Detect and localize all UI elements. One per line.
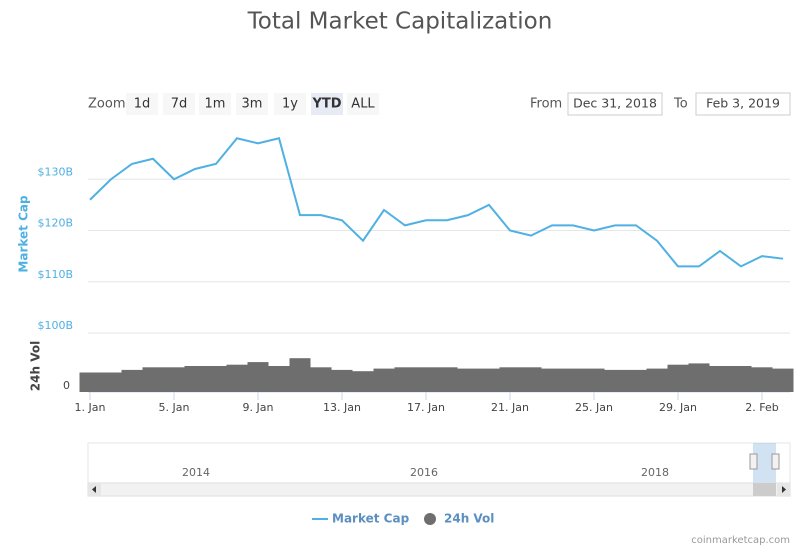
legend-label[interactable]: Market Cap — [332, 512, 410, 526]
range-button[interactable] — [347, 93, 379, 115]
to-input[interactable] — [695, 92, 791, 116]
to-value[interactable]: Feb 3, 2019 — [706, 96, 780, 111]
volume-bar — [520, 367, 542, 392]
range-button[interactable] — [163, 93, 195, 115]
legend-label[interactable]: 24h Vol — [444, 512, 494, 526]
volume-bar — [100, 372, 122, 392]
volume-bar — [604, 369, 626, 392]
volume-bar — [205, 366, 227, 392]
volume-bar — [352, 371, 374, 392]
volume-bar — [436, 367, 458, 392]
volume-bar — [184, 366, 206, 392]
x-tick-label: 25. Jan — [575, 401, 613, 414]
x-tick-label: 29. Jan — [659, 401, 697, 414]
volume-bar — [268, 366, 290, 392]
y-axis-title: Market Cap — [17, 195, 31, 273]
x-tick-label: 9. Jan — [243, 401, 274, 414]
volume-bar — [310, 367, 332, 392]
scroll-thumb[interactable] — [753, 483, 776, 496]
volume-bar — [499, 367, 521, 392]
volume-bar — [730, 366, 752, 392]
volume-bar — [163, 367, 185, 392]
y2-axis-title: 24h Vol — [29, 341, 43, 391]
x-tick-label: 1. Jan — [75, 401, 106, 414]
navigator-handle[interactable] — [771, 453, 780, 470]
volume-bar — [142, 367, 164, 392]
range-button[interactable] — [311, 93, 343, 115]
volume-bar — [562, 368, 584, 392]
from-input[interactable] — [567, 92, 663, 116]
x-tick-label: 5. Jan — [159, 401, 190, 414]
chart-title: Total Market Capitalization — [247, 9, 553, 35]
range-button-label[interactable]: 1d — [134, 97, 151, 112]
range-button-label[interactable]: 7d — [171, 97, 188, 112]
x-tick-label: 17. Jan — [407, 401, 445, 414]
range-button[interactable] — [199, 93, 231, 115]
market-cap-line — [89, 137, 784, 268]
volume-bar — [667, 364, 689, 392]
y-tick-label: $100B — [37, 319, 73, 332]
range-button-label[interactable]: ALL — [351, 97, 375, 112]
y-tick-label: $110B — [37, 268, 73, 281]
scroll-left-arrow — [92, 486, 96, 493]
legend-symbol[interactable] — [424, 513, 436, 525]
volume-bar — [751, 367, 773, 392]
navigator-mask[interactable] — [753, 443, 776, 483]
navigator-label: 2018 — [641, 466, 669, 479]
range-button[interactable] — [274, 93, 306, 115]
range-button-label[interactable]: 1y — [282, 97, 298, 112]
to-label: To — [673, 97, 688, 112]
volume-bar — [646, 368, 668, 392]
from-label: From — [530, 97, 562, 112]
x-tick-label: 2. Feb — [745, 401, 778, 414]
volume-bar — [415, 367, 437, 392]
y-tick-label: $120B — [37, 217, 73, 230]
volume-bar — [457, 368, 479, 392]
navigator-label: 2016 — [410, 466, 438, 479]
volume-bar — [688, 363, 710, 392]
volume-bar — [121, 369, 143, 392]
range-button[interactable] — [236, 93, 268, 115]
volume-bar — [79, 372, 101, 392]
range-button-label[interactable]: 1m — [205, 97, 226, 112]
range-button-label[interactable]: 3m — [242, 97, 263, 112]
range-button[interactable] — [126, 93, 158, 115]
volume-bar — [373, 368, 395, 392]
volume-bar — [541, 368, 563, 392]
range-button-label[interactable]: YTD — [311, 97, 341, 112]
navigator-handle[interactable] — [749, 453, 758, 470]
volume-bar — [625, 369, 647, 392]
volume-bar — [247, 362, 269, 392]
navigator-label: 2014 — [182, 466, 210, 479]
x-tick-label: 13. Jan — [323, 401, 361, 414]
credits: coinmarketcap.com — [691, 535, 790, 546]
volume-bar — [289, 358, 311, 392]
y-tick-label: $130B — [37, 165, 73, 178]
volume-bar — [331, 369, 353, 392]
volume-bar — [772, 368, 794, 392]
from-value[interactable]: Dec 31, 2018 — [573, 96, 657, 111]
y2-tick-label: 0 — [63, 379, 70, 392]
zoom-label: Zoom — [88, 97, 125, 112]
x-tick-label: 21. Jan — [491, 401, 529, 414]
volume-bar — [709, 366, 731, 392]
scrollbar[interactable] — [87, 482, 791, 497]
volume-bar — [394, 367, 416, 392]
volume-bar — [478, 368, 500, 392]
volume-bar — [583, 368, 605, 392]
volume-bar — [226, 364, 248, 392]
scroll-right-arrow — [782, 486, 786, 493]
